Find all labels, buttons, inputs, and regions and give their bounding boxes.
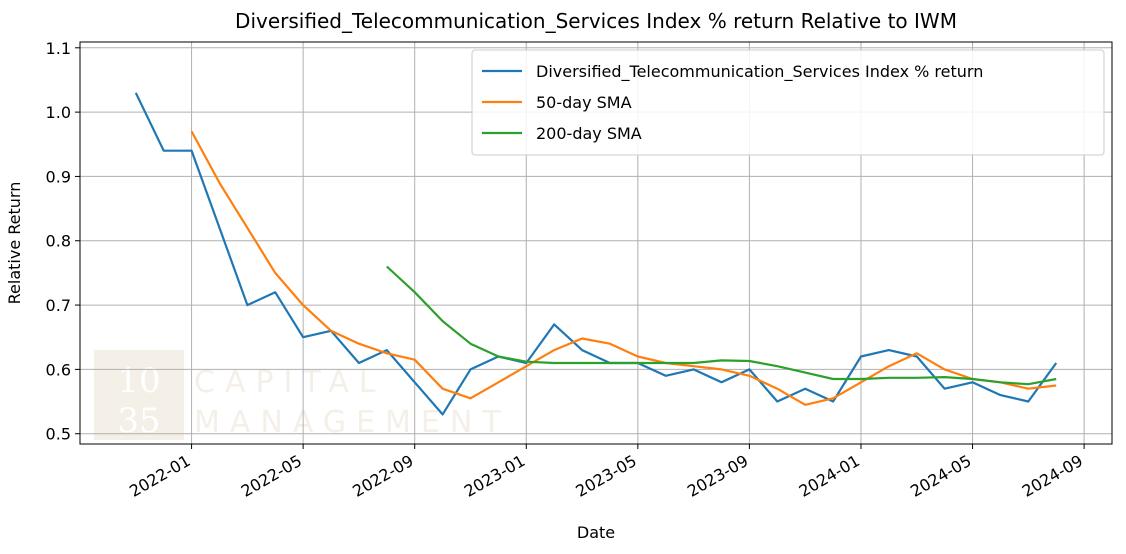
y-tick-label: 0.9	[46, 167, 71, 186]
y-tick-label: 0.6	[46, 360, 71, 379]
series-line	[190, 130, 1057, 406]
x-axis-label: Date	[577, 523, 615, 542]
x-tick-label: 2022-09	[349, 451, 416, 501]
series-line	[134, 92, 1058, 416]
y-tick-label: 0.5	[46, 425, 71, 444]
x-tick-label: 2024-05	[907, 451, 974, 501]
watermark-text: 35	[117, 401, 160, 441]
plot-frame	[79, 41, 1113, 445]
chart-title: Diversified_Telecommunication_Services I…	[235, 9, 957, 33]
watermark-text: MANAGEMENT	[194, 405, 511, 440]
legend-label: 50-day SMA	[536, 93, 632, 112]
y-tick-label: 0.7	[46, 296, 71, 315]
legend-label: 200-day SMA	[536, 124, 642, 143]
legend-box	[471, 49, 1105, 156]
legend-label: Diversified_Telecommunication_Services I…	[536, 62, 983, 82]
y-tick-label: 0.8	[46, 232, 71, 251]
y-axis-label: Relative Return	[5, 182, 24, 305]
x-tick-label: 2023-01	[461, 451, 528, 501]
y-tick-label: 1.0	[46, 103, 71, 122]
watermark-text: 10	[117, 361, 160, 401]
x-tick-label: 2023-09	[684, 451, 751, 501]
x-tick-label: 2024-09	[1019, 451, 1086, 501]
series-line	[386, 265, 1057, 386]
watermark-text: CAPITAL	[194, 365, 386, 400]
x-tick-label: 2024-01	[796, 451, 863, 501]
y-tick-label: 1.1	[46, 39, 71, 58]
x-tick-label: 2022-05	[238, 451, 305, 501]
watermark-box	[94, 350, 184, 440]
x-tick-label: 2022-01	[126, 451, 193, 501]
x-tick-label: 2023-05	[572, 451, 639, 501]
